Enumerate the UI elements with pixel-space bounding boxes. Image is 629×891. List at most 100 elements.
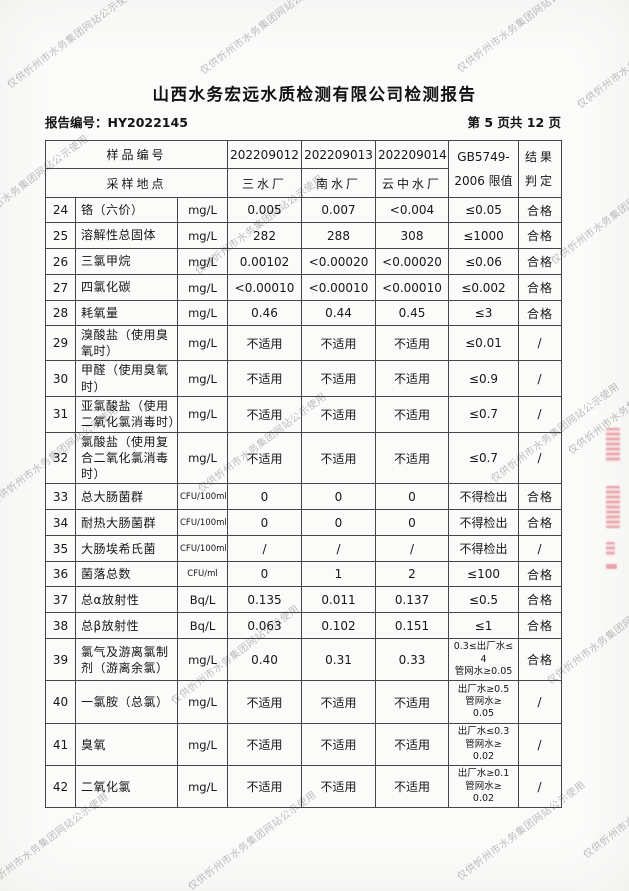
cell-unit: mg/L — [177, 680, 228, 725]
seal-stroke — [606, 564, 617, 569]
cell-result: 合格 — [518, 612, 562, 640]
cell-value-sample1: 0.40 — [227, 638, 302, 682]
red-seal-mark — [603, 424, 623, 574]
cell-result: / — [518, 680, 562, 725]
table-row: 25 溶解性总固体 mg/L 282 288 308 ≤1000 合格 — [45, 222, 562, 249]
cell-unit: CFU/100ml — [177, 483, 228, 511]
result-label-line2: 判定 — [524, 173, 555, 188]
cell-value-sample1: 0.005 — [227, 197, 302, 223]
cell-limit: 不得检出 — [448, 535, 519, 563]
cell-limit: 出厂水≥0.5 管网水≥ 0.05 — [448, 680, 519, 725]
cell-row-number: 40 — [45, 680, 76, 725]
cell-value-sample1: 不适用 — [227, 765, 302, 809]
cell-param-name: 甲醛（使用臭氧时） — [75, 360, 178, 397]
seal-stroke — [606, 428, 620, 462]
table-row: 34 耐热大肠菌群 CFU/100ml 0 0 0 不得检出 合格 — [45, 509, 562, 537]
report-number: 报告编号：HY2022145 — [45, 115, 188, 130]
cell-value-sample1: 不适用 — [227, 324, 302, 362]
cell-param-name: 总β放射性 — [75, 612, 178, 640]
cell-value-sample2: 1 — [301, 561, 376, 588]
table-row: 37 总α放射性 Bq/L 0.135 0.011 0.137 ≤0.5 合格 — [45, 586, 562, 614]
header-sample-id-1: 202209012 — [227, 140, 302, 169]
cell-value-sample3: <0.00010 — [375, 274, 449, 301]
cell-limit: ≤100 — [448, 561, 519, 588]
cell-result: / — [518, 395, 562, 433]
cell-result: / — [518, 535, 562, 563]
cell-value-sample3: 不适用 — [375, 431, 449, 485]
cell-row-number: 29 — [45, 324, 76, 362]
cell-param-name: 总α放射性 — [75, 586, 178, 614]
cell-row-number: 30 — [45, 360, 76, 397]
table-row: 28 耗氧量 mg/L 0.46 0.44 0.45 ≤3 合格 — [45, 300, 562, 326]
cell-limit: ≤0.7 — [448, 395, 519, 433]
header-sample-id-2: 202209013 — [301, 140, 376, 169]
cell-param-name: 总大肠菌群 — [75, 483, 178, 511]
seal-stroke — [606, 486, 620, 528]
cell-value-sample2: <0.00010 — [301, 274, 376, 301]
header-site-2: 南水厂 — [301, 168, 376, 198]
cell-value-sample2: 0 — [301, 483, 376, 511]
cell-result: 合格 — [518, 561, 562, 588]
table-row: 24 铬（六价） mg/L 0.005 0.007 <0.004 ≤0.05 合格 — [45, 197, 562, 223]
cell-value-sample3: 不适用 — [375, 723, 449, 767]
cell-value-sample1: / — [227, 535, 302, 563]
cell-param-name: 三氯甲烷 — [75, 248, 178, 275]
table-row: 26 三氯甲烷 mg/L 0.00102 <0.00020 <0.00020 ≤0.06 合格 — [45, 248, 562, 275]
table-row: 27 四氯化碳 mg/L <0.00010 <0.00010 <0.00010 ≤0.002… — [45, 274, 562, 301]
result-label-line1: 结果 — [524, 149, 555, 164]
cell-value-sample2: 0.44 — [301, 300, 376, 326]
cell-row-number: 35 — [45, 535, 76, 563]
cell-limit: 出厂水≥0.1 管网水≥ 0.02 — [448, 765, 519, 809]
cell-unit: mg/L — [177, 395, 228, 433]
header-site-1: 三水厂 — [227, 168, 302, 198]
cell-param-name: 一氯胺（总氯） — [75, 680, 178, 725]
page-number: 第 5 页共 12 页 — [467, 115, 562, 130]
table-row: 42 二氧化氯 mg/L 不适用 不适用 不适用 出厂水≥0.1 管网水≥ 0.02/ — [45, 765, 562, 809]
cell-result: 合格 — [518, 274, 562, 301]
cell-param-name: 四氯化碳 — [75, 274, 178, 301]
cell-row-number: 36 — [45, 561, 76, 588]
limit-label-line1: GB5749- — [457, 149, 510, 164]
cell-result: 合格 — [518, 638, 562, 682]
cell-value-sample2: 不适用 — [301, 680, 376, 725]
cell-param-name: 耗氧量 — [75, 300, 178, 326]
cell-limit: 不得检出 — [448, 483, 519, 511]
cell-unit: CFU/100ml — [177, 535, 228, 563]
header-sample-id-3: 202209014 — [375, 140, 449, 169]
cell-value-sample3: 0.137 — [375, 586, 449, 614]
header-row-sample-no: 样品编号 202209012 202209013 202209014 GB574… — [45, 140, 562, 198]
cell-value-sample2: 不适用 — [301, 723, 376, 767]
cell-value-sample2: 不适用 — [301, 324, 376, 362]
cell-unit: mg/L — [177, 723, 228, 767]
cell-value-sample3: 不适用 — [375, 765, 449, 809]
cell-unit: CFU/100ml — [177, 509, 228, 537]
cell-value-sample1: 0.00102 — [227, 248, 302, 275]
cell-param-name: 亚氯酸盐（使用二氧化氯消毒时） — [75, 395, 178, 433]
cell-limit: 不得检出 — [448, 509, 519, 537]
cell-limit: ≤0.7 — [448, 431, 519, 485]
cell-row-number: 27 — [45, 274, 76, 301]
cell-unit: mg/L — [177, 360, 228, 397]
cell-row-number: 38 — [45, 612, 76, 640]
cell-param-name: 臭氧 — [75, 723, 178, 767]
table-row: 36 菌落总数 CFU/ml 0 1 2 ≤100 合格 — [45, 561, 562, 588]
cell-result: / — [518, 723, 562, 767]
cell-value-sample1: 0.063 — [227, 612, 302, 640]
cell-value-sample3: / — [375, 535, 449, 563]
cell-value-sample3: 2 — [375, 561, 449, 588]
table-row: 38 总β放射性 Bq/L 0.063 0.102 0.151 ≤1 合格 — [45, 612, 562, 640]
table-row: 40 一氯胺（总氯） mg/L 不适用 不适用 不适用 出厂水≥0.5 管网水≥ 0.05/ — [45, 680, 562, 725]
cell-value-sample2: 不适用 — [301, 395, 376, 433]
cell-value-sample3: 不适用 — [375, 680, 449, 725]
cell-limit: ≤0.05 — [448, 197, 519, 223]
cell-unit: mg/L — [177, 197, 228, 223]
cell-result: / — [518, 765, 562, 809]
cell-result: / — [518, 324, 562, 362]
cell-value-sample1: 0 — [227, 509, 302, 537]
cell-value-sample3: 308 — [375, 222, 449, 249]
limit-label-line2: 2006 限值 — [454, 173, 513, 188]
header-sample-site-label: 采样地点 — [45, 168, 228, 198]
cell-value-sample1: 不适用 — [227, 680, 302, 725]
cell-value-sample1: 不适用 — [227, 431, 302, 485]
table-row: 29 溴酸盐（使用臭氧时） mg/L 不适用 不适用 不适用 ≤0.01/ — [45, 324, 562, 362]
